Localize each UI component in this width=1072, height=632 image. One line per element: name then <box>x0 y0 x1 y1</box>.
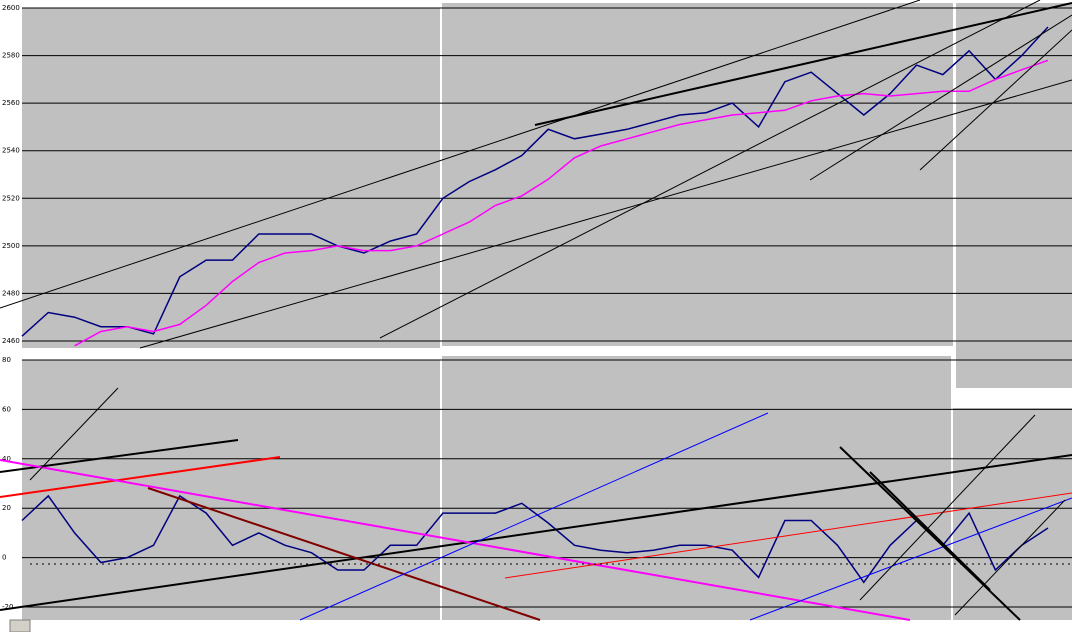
y-tick-label: 2460 <box>2 337 20 345</box>
y-tick-label: 2560 <box>2 99 20 107</box>
y-tick-label: 2500 <box>2 242 20 250</box>
y-tick-label: 80 <box>2 356 11 364</box>
y-tick-label: 2520 <box>2 194 20 202</box>
pane <box>956 3 1072 388</box>
panes <box>22 3 1072 620</box>
pane <box>22 8 440 348</box>
y-tick-label: 20 <box>2 504 11 512</box>
y-tick-label: 40 <box>2 455 11 463</box>
y-tick-label: 2480 <box>2 289 20 297</box>
pane <box>953 408 1072 620</box>
series-line <box>74 59 1049 347</box>
scroll-box[interactable] <box>9 619 31 632</box>
pane <box>442 3 953 346</box>
series-line <box>21 26 1049 337</box>
y-tick-label: 2540 <box>2 147 20 155</box>
y-tick-label: 2580 <box>2 52 20 60</box>
pane <box>22 360 440 620</box>
y-tick-label: -20 <box>2 603 13 611</box>
pane <box>442 356 951 620</box>
y-tick-label: 0 <box>2 554 6 562</box>
y-tick-label: 60 <box>2 405 11 413</box>
grid: 2460 2480 2500 2520 2540 2560 2580 2600 -20 0 20 40… <box>2 4 1072 611</box>
y-tick-label: 2600 <box>2 4 20 12</box>
